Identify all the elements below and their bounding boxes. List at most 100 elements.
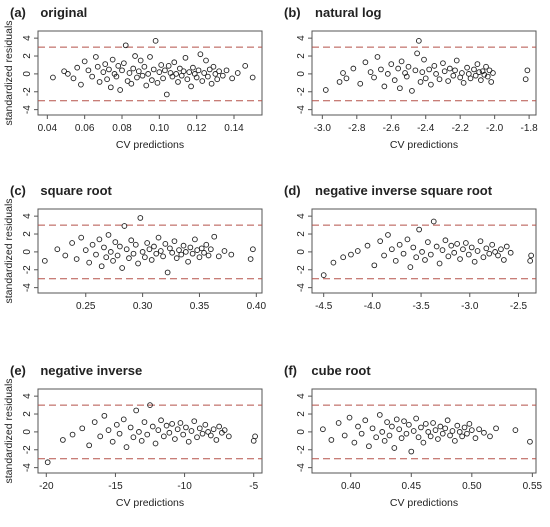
data-point <box>398 435 405 441</box>
x-tick-label: -20 <box>39 481 54 492</box>
data-point <box>401 418 407 425</box>
data-point <box>252 433 258 440</box>
data-point <box>199 78 206 84</box>
data-point <box>122 42 129 49</box>
data-point <box>459 433 465 440</box>
data-point <box>199 430 206 437</box>
data-point <box>430 218 437 225</box>
data-point <box>206 66 213 73</box>
data-point <box>167 245 173 252</box>
data-point <box>445 253 452 260</box>
data-point <box>452 437 458 444</box>
data-point <box>78 81 84 88</box>
data-point <box>174 426 181 433</box>
data-point <box>114 252 121 259</box>
data-point <box>136 429 142 435</box>
y-axis-label: standardized residuals <box>3 198 15 303</box>
data-point <box>527 438 533 445</box>
data-point <box>320 426 326 433</box>
panel-title: (e) negative inverse <box>10 363 142 378</box>
data-point <box>81 58 88 65</box>
data-point <box>422 75 429 82</box>
data-point <box>409 88 415 94</box>
data-point <box>335 420 342 426</box>
data-point <box>527 257 534 264</box>
data-point <box>417 79 424 85</box>
data-point <box>366 443 372 450</box>
data-point <box>461 424 468 431</box>
data-point <box>182 249 189 255</box>
data-point <box>425 239 431 245</box>
y-tick-label: -2 <box>22 445 33 454</box>
data-point <box>205 429 211 435</box>
data-point <box>373 434 380 441</box>
data-point <box>130 250 137 257</box>
data-point <box>178 251 185 258</box>
x-tick-label: 0.40 <box>247 301 267 312</box>
data-point <box>463 240 469 246</box>
data-point <box>146 246 153 253</box>
y-tick-label: 4 <box>296 393 307 399</box>
data-point <box>162 67 168 74</box>
data-point <box>96 79 103 85</box>
data-point <box>196 425 203 432</box>
data-point <box>162 241 169 247</box>
data-point <box>187 244 194 251</box>
data-point <box>145 71 151 77</box>
data-point <box>389 246 395 253</box>
x-tick-label: 0.45 <box>402 481 422 492</box>
data-point <box>157 248 164 254</box>
data-point <box>144 431 151 438</box>
data-point <box>82 247 89 253</box>
data-point <box>391 445 398 451</box>
data-point <box>442 237 449 244</box>
data-point <box>93 251 99 258</box>
data-point <box>135 260 141 267</box>
x-axis-label: CV predictions <box>390 497 458 509</box>
data-point <box>210 63 217 70</box>
data-point <box>86 442 93 449</box>
data-point <box>221 427 228 433</box>
data-point <box>73 256 80 262</box>
y-tick-label: 0 <box>22 249 33 255</box>
data-point <box>89 73 95 80</box>
data-point <box>189 250 196 257</box>
y-tick-label: -2 <box>22 265 33 274</box>
data-point <box>428 81 434 88</box>
y-tick-label: -4 <box>296 283 307 292</box>
data-point <box>94 63 101 70</box>
data-point <box>121 60 127 67</box>
data-point <box>247 256 254 262</box>
y-tick-label: 4 <box>22 393 33 399</box>
y-tick-label: 2 <box>296 411 307 417</box>
y-tick-label: -4 <box>296 105 307 114</box>
x-tick-label: 0.35 <box>190 301 210 312</box>
data-point <box>124 78 131 84</box>
y-tick-label: 4 <box>22 213 33 219</box>
data-point <box>109 438 116 445</box>
data-point <box>100 69 107 75</box>
data-point <box>478 77 484 83</box>
data-point <box>422 421 429 427</box>
panel-f: (f) cube root 0.40 0.45 0.50 0.55 -4 -2 0 2 4 CV p… <box>284 363 543 509</box>
y-tick-label: 2 <box>22 231 33 237</box>
data-point <box>422 257 428 263</box>
data-point <box>507 249 514 256</box>
y-tick-label: 0 <box>22 429 33 435</box>
data-point <box>436 76 443 83</box>
x-tick-label: 0.30 <box>133 301 153 312</box>
data-point <box>207 432 214 439</box>
data-point <box>223 67 230 74</box>
data-point <box>149 77 155 83</box>
data-point <box>425 429 432 435</box>
data-point <box>413 415 419 422</box>
data-point <box>377 238 384 245</box>
data-point <box>386 432 393 439</box>
data-point <box>487 433 493 440</box>
data-point <box>102 61 109 67</box>
data-point <box>78 234 85 241</box>
data-point <box>460 79 467 86</box>
x-tick-label: -2.0 <box>486 123 504 134</box>
data-point <box>483 63 489 70</box>
data-point <box>389 423 395 430</box>
